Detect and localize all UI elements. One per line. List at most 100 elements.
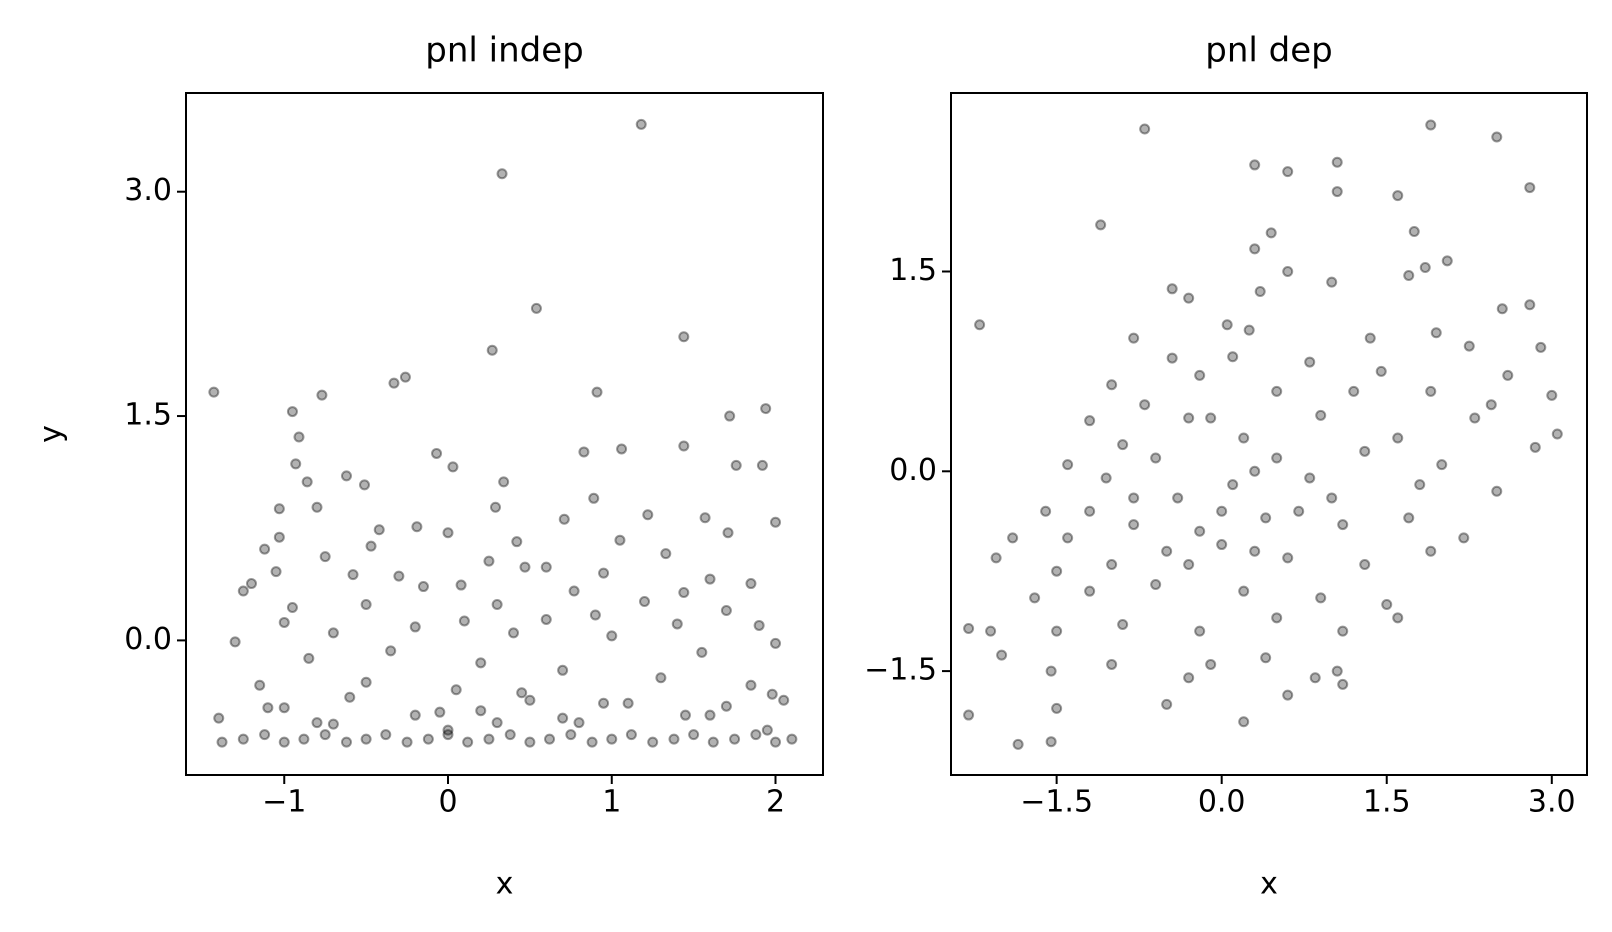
point [273,503,285,515]
point [540,613,552,625]
x-tick-label: −1 [262,785,306,820]
point [1150,579,1162,591]
point [678,587,690,599]
point [724,410,736,422]
point [1309,672,1321,684]
point [589,609,601,621]
point [1271,612,1283,624]
point [273,531,285,543]
point [1304,356,1316,368]
point [409,621,421,633]
point [360,733,372,745]
point [462,736,474,748]
point [447,461,459,473]
y-tick-label: 1.5 [889,253,937,288]
point [1128,519,1140,531]
point [786,733,798,745]
point [730,459,742,471]
point [399,371,411,383]
point [498,476,510,488]
point [417,581,429,593]
point [1051,625,1063,637]
point [259,543,271,555]
point [1012,738,1024,750]
point [1045,665,1057,677]
x-tick-label: −1.5 [1020,785,1093,820]
point [770,637,782,649]
point [1238,432,1250,444]
point [753,619,765,631]
point [722,527,734,539]
point [1348,385,1360,397]
point [455,579,467,591]
point [483,733,495,745]
point [358,479,370,491]
point [1221,319,1233,331]
point [1254,285,1266,297]
point [1425,119,1437,131]
point [298,733,310,745]
point [319,729,331,741]
point [293,431,305,443]
point [303,652,315,664]
point [1414,479,1426,491]
point [1265,227,1277,239]
point [208,386,220,398]
point [1161,698,1173,710]
point [259,729,271,741]
x-tick-label: 3.0 [1528,785,1576,820]
point [316,389,328,401]
point [1524,299,1536,311]
point [450,684,462,696]
point [1249,243,1261,255]
point [511,536,523,548]
point [974,319,986,331]
point [434,706,446,718]
point [625,729,637,741]
point [614,534,626,546]
point [311,717,323,729]
point [486,344,498,356]
point [1183,292,1195,304]
point [301,476,313,488]
point [216,736,228,748]
point [720,604,732,616]
point [442,724,454,736]
point [1062,532,1074,544]
point [458,615,470,627]
point [558,513,570,525]
point [591,386,603,398]
point [237,733,249,745]
point [1249,545,1261,557]
point [475,657,487,669]
point [639,596,651,608]
point [1463,340,1475,352]
point [1271,452,1283,464]
point [1392,432,1404,444]
point [1128,492,1140,504]
point [699,512,711,524]
y-tick-label: 0.0 [889,453,937,488]
point [1205,412,1217,424]
point [1139,123,1151,135]
point [393,570,405,582]
point [1419,261,1431,273]
point [1293,505,1305,517]
point [1106,559,1118,571]
point [647,736,659,748]
point [311,501,323,513]
point [508,627,520,639]
point [1243,324,1255,336]
point [1425,385,1437,397]
point [1337,519,1349,531]
point [1183,559,1195,571]
point [1238,716,1250,728]
point [1029,592,1041,604]
point [671,618,683,630]
point [635,118,647,130]
point [756,459,768,471]
point [557,712,569,724]
point [1183,412,1195,424]
chart-title: pnl indep [425,31,583,71]
point [1227,351,1239,363]
